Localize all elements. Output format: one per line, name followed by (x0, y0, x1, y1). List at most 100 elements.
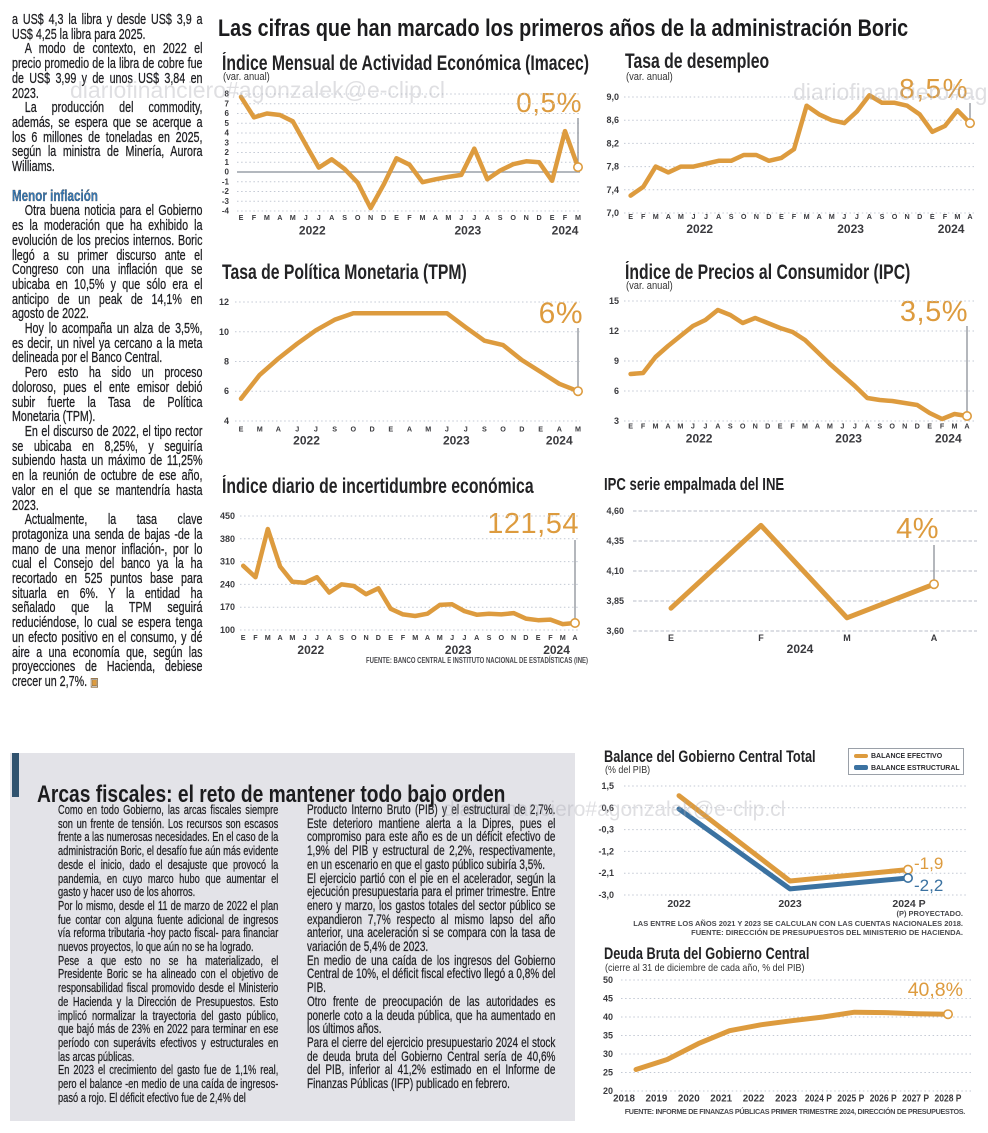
svg-text:N: N (904, 212, 909, 221)
svg-text:M: M (420, 213, 426, 222)
svg-text:2022: 2022 (299, 224, 326, 238)
svg-text:D: D (917, 212, 922, 221)
svg-text:2018: 2018 (613, 1094, 635, 1105)
svg-text:2024: 2024 (546, 434, 573, 448)
svg-text:J: J (840, 422, 844, 431)
svg-text:J: J (842, 212, 846, 221)
svg-text:D: D (369, 425, 374, 434)
svg-text:E: E (779, 212, 784, 221)
svg-text:F: F (407, 213, 412, 222)
svg-text:N: N (753, 422, 758, 431)
svg-text:N: N (754, 212, 759, 221)
svg-text:7,4: 7,4 (606, 185, 619, 195)
svg-text:12: 12 (219, 297, 229, 307)
svg-text:N: N (524, 213, 529, 222)
svg-text:-3: -3 (222, 197, 230, 206)
svg-text:A: A (425, 633, 430, 642)
svg-text:2022: 2022 (686, 222, 713, 236)
svg-text:M: M (290, 213, 296, 222)
svg-text:-2,1: -2,1 (598, 868, 614, 878)
svg-text:M: M (575, 213, 581, 222)
svg-text:J: J (459, 213, 463, 222)
svg-text:A: A (277, 213, 282, 222)
svg-text:M: M (412, 633, 418, 642)
svg-text:F: F (641, 422, 646, 431)
svg-text:M: M (560, 633, 566, 642)
svg-text:O: O (510, 213, 516, 222)
svg-text:9: 9 (614, 356, 619, 366)
svg-text:40: 40 (603, 1012, 613, 1022)
svg-text:2020: 2020 (678, 1094, 700, 1105)
svg-text:O: O (355, 213, 361, 222)
svg-text:J: J (314, 425, 318, 434)
svg-text:O: O (741, 212, 747, 221)
svg-text:50: 50 (603, 975, 613, 985)
svg-text:2022: 2022 (667, 898, 691, 910)
svg-text:O: O (351, 425, 357, 434)
svg-text:2024: 2024 (938, 222, 965, 236)
svg-text:F: F (758, 633, 764, 643)
svg-text:J: J (855, 212, 859, 221)
svg-text:N: N (902, 422, 907, 431)
svg-text:A: A (485, 213, 490, 222)
svg-text:A: A (433, 213, 438, 222)
svg-text:E: E (778, 422, 783, 431)
svg-text:S: S (339, 633, 344, 642)
svg-text:-0,3: -0,3 (598, 825, 614, 835)
svg-text:1,5: 1,5 (601, 781, 614, 791)
svg-text:S: S (877, 422, 882, 431)
svg-text:6: 6 (225, 109, 230, 118)
svg-text:35: 35 (603, 1031, 613, 1041)
svg-text:4,10: 4,10 (606, 566, 624, 576)
svg-text:12: 12 (609, 326, 619, 336)
svg-text:45: 45 (603, 994, 613, 1004)
svg-text:2022: 2022 (686, 432, 713, 446)
svg-text:8,6: 8,6 (606, 115, 619, 125)
svg-text:S: S (498, 213, 503, 222)
svg-text:D: D (915, 422, 920, 431)
svg-text:M: M (653, 212, 659, 221)
svg-text:F: F (253, 633, 258, 642)
svg-text:E: E (538, 425, 543, 434)
svg-text:J: J (462, 633, 466, 642)
svg-text:310: 310 (220, 557, 235, 567)
svg-text:M: M (653, 422, 659, 431)
svg-text:J: J (472, 213, 476, 222)
svg-text:A: A (931, 633, 938, 643)
svg-text:2024: 2024 (543, 643, 570, 657)
svg-text:2026 P: 2026 P (870, 1094, 897, 1105)
svg-text:D: D (765, 422, 770, 431)
svg-text:3,60: 3,60 (606, 626, 624, 636)
svg-text:2023: 2023 (775, 1094, 797, 1105)
svg-text:E: E (550, 213, 555, 222)
svg-text:S: S (880, 212, 885, 221)
svg-text:3,85: 3,85 (606, 596, 624, 606)
svg-text:380: 380 (220, 534, 235, 544)
svg-text:10: 10 (219, 327, 229, 337)
svg-text:E: E (239, 425, 244, 434)
svg-text:A: A (665, 422, 670, 431)
svg-text:8: 8 (225, 90, 230, 99)
svg-text:-1: -1 (222, 177, 230, 186)
svg-text:3: 3 (225, 138, 230, 147)
svg-text:2024: 2024 (787, 642, 814, 656)
svg-text:O: O (892, 212, 898, 221)
svg-text:N: N (368, 213, 373, 222)
svg-text:O: O (740, 422, 746, 431)
svg-text:8: 8 (224, 357, 229, 367)
svg-text:S: S (482, 425, 487, 434)
svg-text:M: M (843, 633, 851, 643)
svg-text:M: M (677, 422, 683, 431)
svg-text:D: D (381, 213, 386, 222)
svg-text:30: 30 (603, 1049, 613, 1059)
svg-text:A: A (557, 425, 562, 434)
svg-text:E: E (239, 213, 244, 222)
svg-text:O: O (499, 633, 505, 642)
svg-text:S: S (729, 212, 734, 221)
svg-text:2019: 2019 (646, 1094, 668, 1105)
svg-text:M: M (289, 633, 295, 642)
svg-text:M: M (265, 633, 271, 642)
svg-text:M: M (827, 422, 833, 431)
svg-text:M: M (264, 213, 270, 222)
svg-text:J: J (692, 212, 696, 221)
